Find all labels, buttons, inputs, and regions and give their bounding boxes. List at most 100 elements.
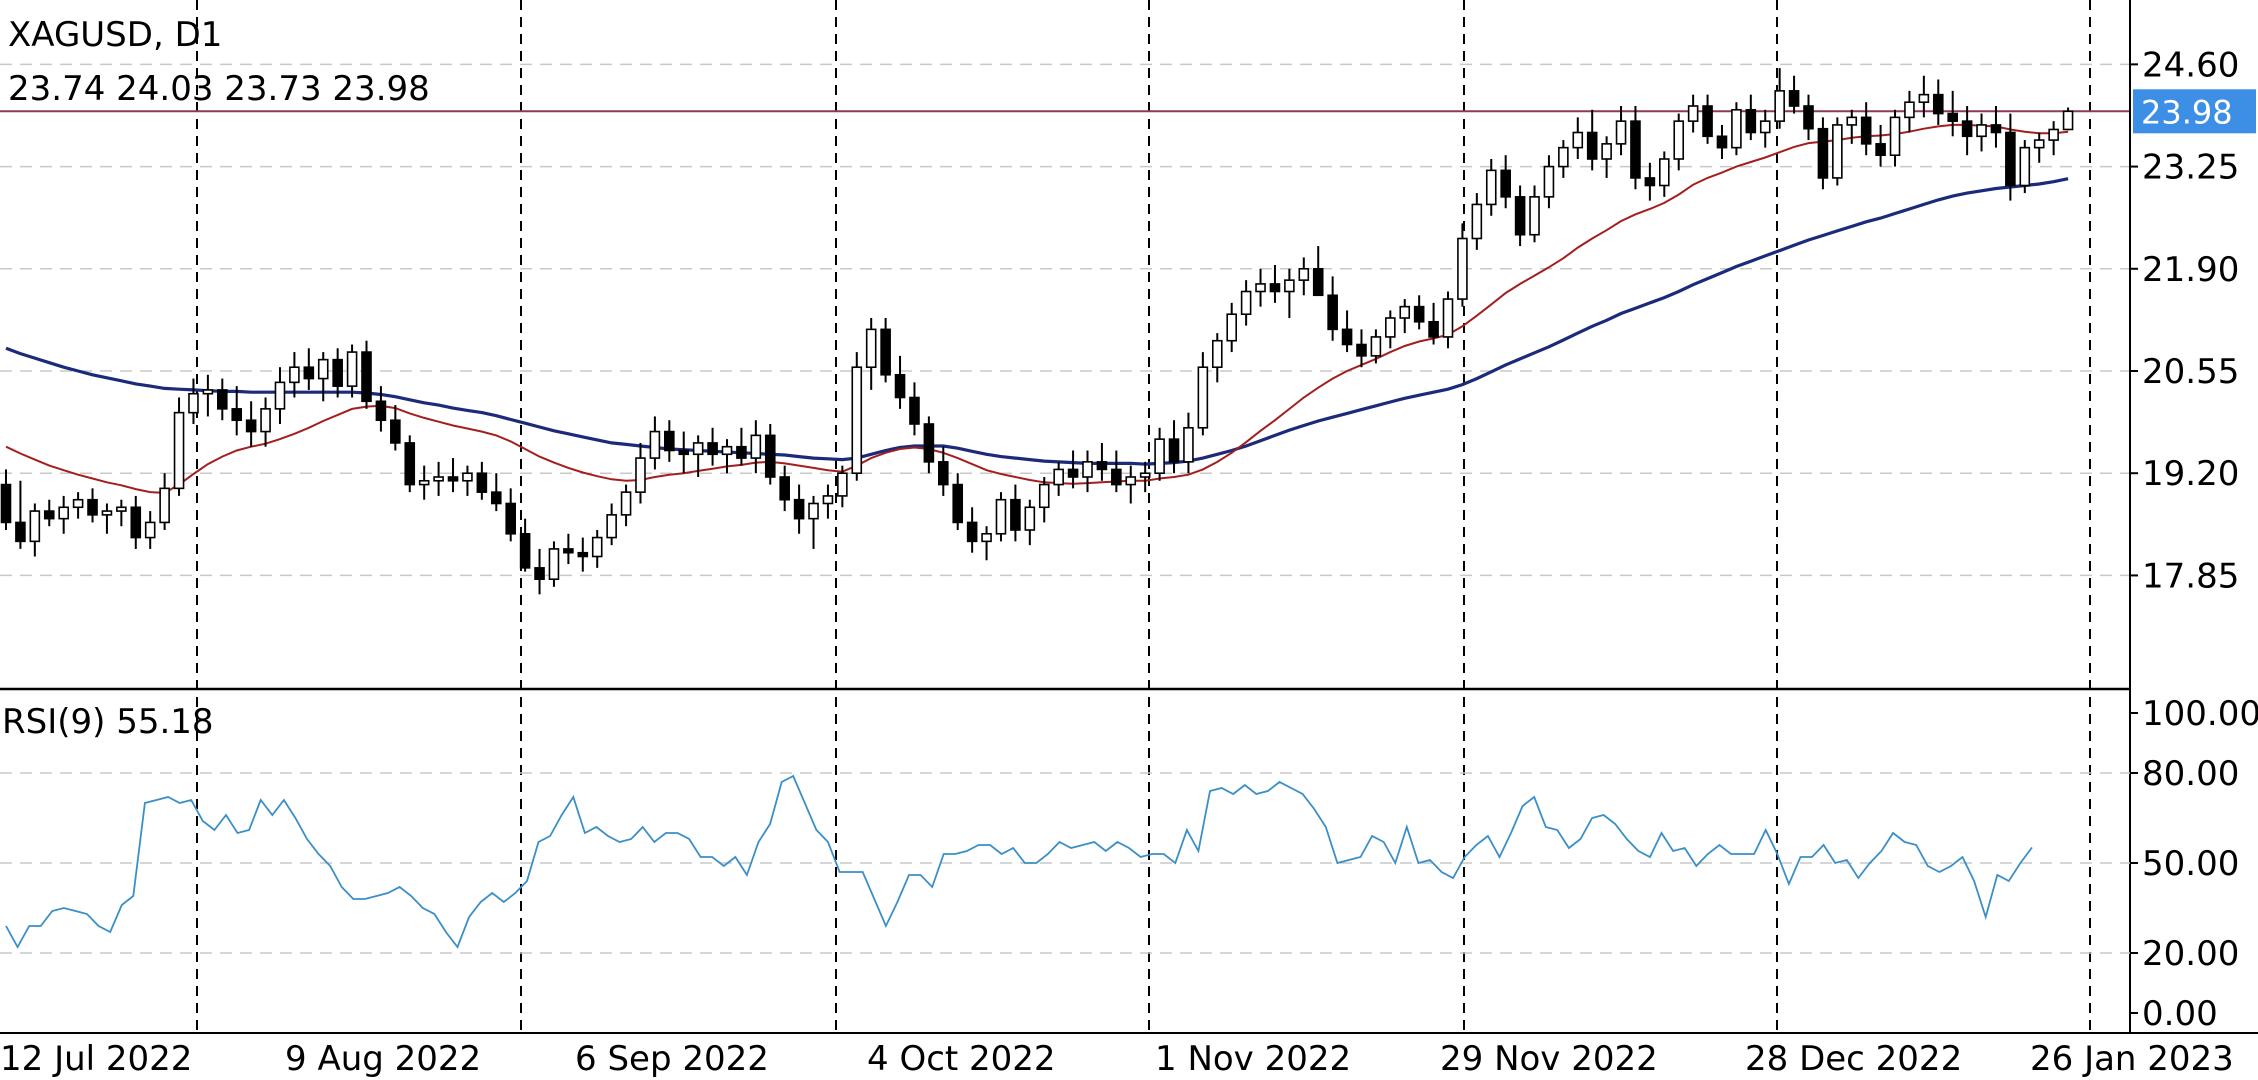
candle-up	[1385, 310, 1396, 349]
candle-down	[894, 355, 906, 409]
candle-up	[851, 352, 863, 481]
candle-down	[1990, 106, 2002, 148]
candle-body	[995, 498, 1007, 535]
candle-body	[1082, 461, 1093, 478]
candle-body	[1904, 101, 1915, 119]
candle-body	[130, 506, 142, 539]
candle-body	[1558, 146, 1569, 168]
candle-up	[2033, 132, 2045, 163]
candle-down	[1341, 310, 1353, 353]
candle-down	[1010, 484, 1021, 542]
candle-up	[1687, 94, 1699, 133]
date-tick-label: 9 Aug 2022	[285, 1039, 481, 1079]
candle-down	[1947, 90, 1958, 137]
candle-body	[1932, 93, 1944, 115]
candle-up	[29, 503, 41, 557]
candle-up	[462, 465, 473, 496]
candle-body	[563, 548, 574, 554]
candle-down	[563, 533, 574, 565]
candle-body	[1327, 294, 1338, 331]
candle-up	[1774, 68, 1785, 129]
candle-up	[1284, 268, 1295, 318]
candle-up	[1082, 450, 1093, 493]
candle-up	[1399, 299, 1411, 334]
candle-up	[1543, 155, 1555, 209]
candle-up	[346, 344, 358, 398]
price-tick-label: 21.90	[2142, 250, 2239, 290]
candle-down	[1875, 124, 1886, 167]
candle-up	[1139, 461, 1151, 493]
candle-down	[390, 405, 401, 451]
candle-body	[1197, 366, 1209, 429]
candle-body	[1745, 108, 1757, 134]
candle-body	[15, 521, 26, 543]
candle-down	[1413, 295, 1425, 330]
candle-body	[649, 430, 661, 459]
candle-body	[779, 476, 790, 501]
price-tick-label: 19.20	[2142, 454, 2239, 494]
candle-body	[1702, 105, 1713, 138]
candle-body	[966, 521, 978, 543]
candle-up	[1370, 329, 1382, 364]
candle-body	[1038, 483, 1050, 509]
candle-body	[1485, 169, 1497, 206]
candle-body	[505, 502, 517, 535]
candle-down	[764, 424, 776, 485]
candle-body	[1990, 124, 2002, 134]
candle-body	[29, 510, 41, 543]
candle-up	[1976, 113, 1987, 152]
candle-body	[591, 536, 603, 558]
candle-body	[217, 389, 228, 410]
candle-up	[418, 465, 430, 500]
candle-body	[0, 483, 12, 524]
candle-up	[188, 378, 199, 424]
candle-up	[58, 495, 69, 534]
candle-up	[1832, 117, 1843, 186]
current-price-tag: 23.98	[2133, 89, 2256, 134]
candle-body	[260, 408, 271, 433]
candle-down	[1067, 450, 1079, 489]
candle-body	[1961, 120, 1973, 138]
ohlc-values: 23.74 24.03 23.73 23.98	[8, 69, 430, 109]
candle-body	[1918, 93, 1930, 104]
candle-body	[1514, 196, 1526, 236]
candle-up	[1053, 461, 1064, 496]
candle-down	[15, 480, 26, 549]
candle-up	[1572, 117, 1584, 159]
candle-body	[58, 506, 69, 520]
candle-down	[0, 469, 12, 530]
candle-down	[793, 484, 805, 534]
candle-down	[678, 431, 690, 474]
candle-body	[375, 400, 387, 422]
candle-down	[1514, 185, 1526, 247]
moving-average-fast	[5, 123, 2069, 494]
candle-body	[2005, 131, 2016, 187]
candle-up	[317, 352, 329, 402]
candle-up	[1183, 412, 1194, 474]
candle-body	[952, 483, 964, 524]
candle-body	[476, 472, 488, 493]
rsi-tick-label: 20.00	[2142, 934, 2239, 974]
candle-up	[1457, 223, 1468, 307]
candle-body	[721, 445, 733, 456]
candle-down	[447, 458, 459, 493]
candle-body	[736, 445, 747, 459]
candle-body	[1168, 438, 1180, 463]
candle-body	[1731, 108, 1742, 149]
symbol-timeframe: XAGUSD, D1	[8, 15, 222, 55]
candle-down	[361, 340, 372, 409]
candle-body	[43, 510, 55, 520]
rsi-indicator-label: RSI(9) 55.18	[2, 702, 214, 742]
candle-down	[2005, 113, 2016, 201]
rsi-axis-labels: 100.00 80.00 50.00 20.00 0.00	[2130, 694, 2258, 1034]
candle-body	[447, 476, 459, 482]
candle-body	[548, 548, 560, 581]
rsi-tick-label: 0.00	[2142, 994, 2218, 1034]
candle-down	[1630, 106, 1641, 190]
candle-up	[620, 484, 632, 527]
candle-up	[1558, 140, 1569, 178]
candle-up	[1529, 185, 1540, 243]
candle-down	[375, 386, 387, 432]
candle-body	[1183, 426, 1194, 463]
